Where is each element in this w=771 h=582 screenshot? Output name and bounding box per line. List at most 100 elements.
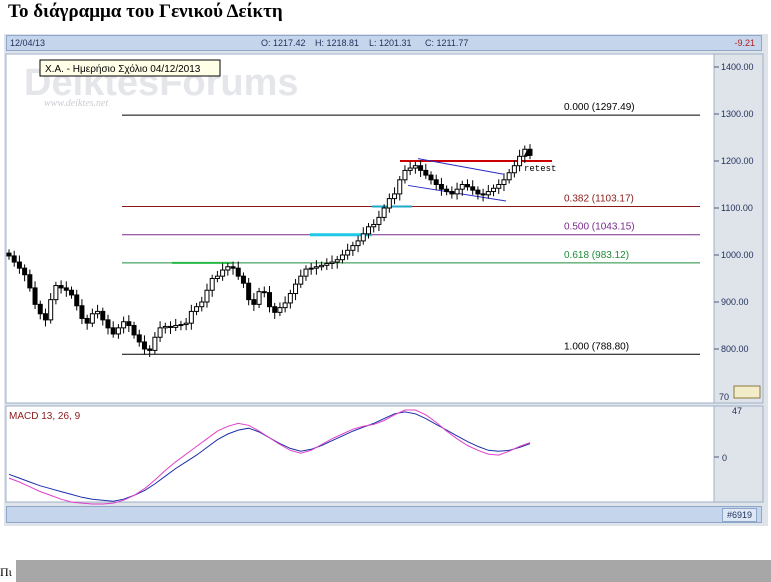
candle-body bbox=[287, 293, 293, 304]
macd-panel-bg bbox=[5, 405, 715, 503]
bottom-text: Πι bbox=[0, 565, 12, 579]
candle-body bbox=[423, 169, 429, 176]
candle-body bbox=[74, 294, 80, 307]
candle-body bbox=[392, 193, 398, 200]
candle-body bbox=[464, 184, 470, 188]
candle-body bbox=[69, 289, 75, 296]
retest-arrow bbox=[524, 150, 530, 156]
candle-body bbox=[418, 165, 424, 171]
header-high: H: 1218.81 bbox=[315, 38, 360, 48]
candle-body bbox=[319, 264, 325, 268]
candle-body bbox=[11, 255, 17, 263]
candle-body bbox=[27, 274, 33, 289]
candle-body bbox=[459, 184, 465, 190]
candle-body bbox=[115, 327, 121, 335]
candle-body bbox=[6, 252, 12, 257]
candle-body bbox=[501, 179, 507, 186]
candle-body bbox=[470, 186, 476, 191]
candle-body bbox=[329, 261, 335, 264]
time-axis-bar: #6919 bbox=[6, 506, 762, 523]
candle-body bbox=[506, 172, 512, 181]
candle-body bbox=[110, 327, 116, 335]
macd-title: MACD 13, 26, 9 bbox=[9, 411, 81, 422]
page-title: Το διάγραμμα του Γενικού Δείκτη bbox=[8, 1, 283, 22]
candle-body bbox=[480, 193, 486, 196]
price-axis-bg bbox=[713, 53, 764, 404]
bar-count-button[interactable]: #6919 bbox=[721, 508, 757, 522]
candle-body bbox=[386, 198, 392, 209]
candle-body bbox=[517, 155, 523, 167]
retest-label: retest bbox=[524, 164, 556, 174]
candle-body bbox=[454, 188, 460, 195]
macd-series-signal bbox=[8, 409, 531, 505]
y-tick-label: 800.00 bbox=[721, 344, 749, 354]
candle-body bbox=[168, 325, 174, 328]
candle-body bbox=[433, 179, 439, 186]
macd-y-label-zero: 0 bbox=[722, 453, 727, 463]
candle-body bbox=[58, 285, 64, 289]
candle-body bbox=[334, 259, 340, 263]
candle-body bbox=[303, 268, 309, 277]
candle-body bbox=[105, 319, 111, 329]
candle-body bbox=[365, 226, 371, 235]
candle-body bbox=[371, 223, 377, 228]
candle-body bbox=[313, 266, 319, 269]
candle-body bbox=[95, 310, 101, 315]
candle-body bbox=[475, 189, 481, 195]
candle-body bbox=[100, 310, 106, 321]
candle-body bbox=[339, 254, 345, 261]
price-panel-bg bbox=[5, 53, 715, 404]
legend-box-text: Χ.Α. - Ημερήσιο Σχόλιο 04/12/2013 bbox=[45, 63, 201, 75]
candle-body bbox=[256, 291, 262, 305]
y-tick-label-partial: 70 bbox=[719, 392, 729, 402]
candle-body bbox=[48, 299, 54, 321]
y-tick-label: 1100.00 bbox=[721, 203, 753, 213]
candle-body bbox=[412, 165, 418, 169]
header-low: L: 1201.31 bbox=[369, 38, 412, 48]
y-tick-label: 900.00 bbox=[721, 297, 749, 307]
candle-body bbox=[225, 266, 231, 271]
watermark-url: www.deiktes.net bbox=[44, 98, 108, 109]
candle-body bbox=[381, 207, 387, 218]
candle-body bbox=[188, 310, 194, 324]
candle-body bbox=[251, 299, 257, 305]
candle-body bbox=[350, 245, 356, 251]
y-tick-label: 1000.00 bbox=[721, 250, 754, 260]
candle-body bbox=[178, 324, 184, 327]
candle-body bbox=[42, 313, 48, 321]
fib-label-0-500: 0.500 (1043.15) bbox=[564, 222, 635, 233]
candle-body bbox=[267, 292, 272, 308]
candle-body bbox=[126, 321, 132, 326]
candle-body bbox=[240, 275, 246, 284]
candle-body bbox=[511, 165, 517, 174]
candle-body bbox=[183, 322, 189, 326]
candle-body bbox=[121, 321, 127, 329]
header-close: C: 1211.77 bbox=[425, 38, 469, 48]
candle-body bbox=[152, 336, 158, 351]
candle-body bbox=[308, 267, 314, 270]
legend-box bbox=[39, 59, 221, 77]
candle-body bbox=[444, 188, 450, 193]
candle-body bbox=[22, 267, 28, 276]
candle-body bbox=[37, 303, 43, 315]
candle-body bbox=[428, 174, 434, 181]
candle-body bbox=[261, 291, 267, 294]
candle-body bbox=[438, 184, 444, 190]
candle-body bbox=[194, 306, 200, 312]
candle-body bbox=[84, 317, 90, 324]
candle-body bbox=[63, 287, 69, 291]
candle-body bbox=[282, 302, 288, 309]
candle-body bbox=[272, 306, 278, 313]
candle-body bbox=[449, 191, 455, 195]
candle-body bbox=[141, 341, 147, 350]
candle-body bbox=[79, 305, 85, 319]
bottom-gray-bar bbox=[16, 560, 771, 582]
candle-body bbox=[235, 267, 241, 277]
candle-body bbox=[345, 249, 351, 256]
candle-body bbox=[173, 325, 179, 328]
candle-body bbox=[397, 179, 403, 195]
candle-body bbox=[293, 283, 299, 295]
header-change: -9.21 bbox=[734, 38, 755, 48]
candle-body bbox=[407, 167, 413, 171]
ohlc-header-bar: 12/04/13 O: 1217.42 H: 1218.81 L: 1201.3… bbox=[6, 35, 762, 51]
